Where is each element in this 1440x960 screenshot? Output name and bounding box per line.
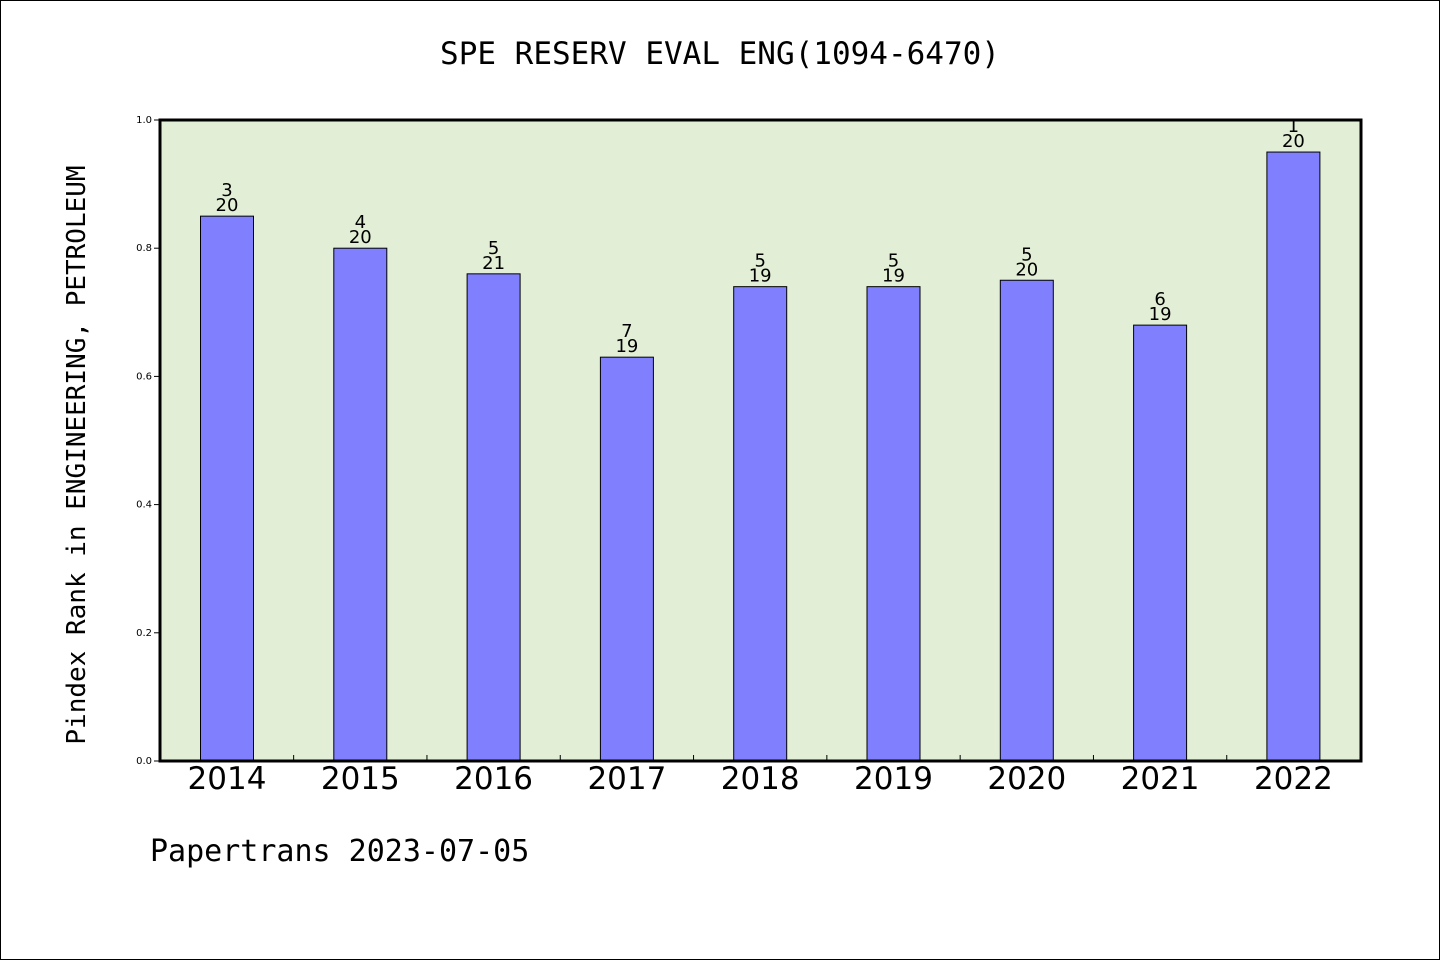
bar-rank-label: 1 [1288,116,1299,137]
bar-rank-label: 5 [488,238,499,259]
bar-rank-label: 5 [1021,244,1032,265]
bar-total-label: 20 [349,227,372,248]
bar-total-label: 19 [749,266,772,287]
bar-rank-label: 3 [221,180,232,201]
bar [866,286,921,762]
x-tick-label: 2020 [987,761,1066,797]
bar-total-label: 20 [1282,131,1305,152]
x-tick-label: 2021 [1121,761,1200,797]
bar-total-label: 20 [216,195,239,216]
bar-total-label: 20 [1015,259,1038,280]
chart-title: SPE RESERV EVAL ENG(1094-6470) [440,36,1000,72]
bar [1133,324,1188,762]
y-tick-label: 0.2 [136,628,152,639]
bar [733,286,788,762]
bar-total-label: 19 [882,266,905,287]
footer-note: Papertrans 2023-07-05 [150,834,530,869]
y-tick-label: 0.8 [136,243,152,254]
ticks-layer: 2014 2015 2016 2017 2018 2019 2020 2021 20220.00… [136,115,1333,797]
x-tick-label: 2016 [454,761,533,797]
y-tick-label: 0.4 [136,500,152,511]
x-tick-label: 2015 [321,761,400,797]
x-tick-label: 2022 [1254,761,1333,797]
bar [333,247,388,762]
bar-rank-label: 4 [355,212,366,233]
bar-total-label: 21 [482,253,505,274]
bar-total-label: 19 [1149,304,1172,325]
bar-total-label: 19 [615,336,638,357]
x-tick-label: 2019 [854,761,933,797]
bar-rank-label: 5 [754,251,765,272]
bar [200,215,254,762]
bar [1266,151,1321,762]
y-tick-label: 1.0 [136,115,152,126]
bar-rank-label: 7 [621,321,632,342]
x-tick-label: 2017 [587,761,666,797]
bar [599,356,654,762]
bar-rank-label: 5 [888,251,899,272]
bar [999,279,1054,762]
x-tick-label: 2014 [188,761,267,797]
plot-border [158,118,1363,763]
x-tick-label: 2018 [721,761,800,797]
y-tick-label: 0.6 [136,371,152,382]
y-tick-label: 0.0 [136,756,152,767]
bar [466,273,521,762]
bar-rank-label: 6 [1154,289,1165,310]
